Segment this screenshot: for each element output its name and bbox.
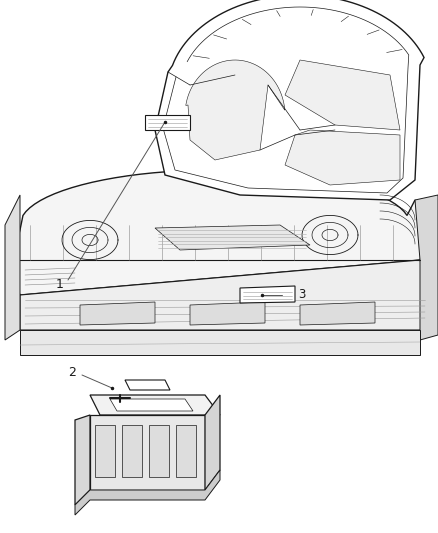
Polygon shape [5,195,20,340]
Text: 3: 3 [298,288,305,302]
Polygon shape [240,286,295,303]
Polygon shape [155,225,310,250]
Polygon shape [285,130,400,185]
Polygon shape [176,425,196,477]
Polygon shape [415,195,438,340]
Polygon shape [80,302,155,325]
Polygon shape [205,395,220,490]
Polygon shape [10,170,430,295]
Polygon shape [90,415,205,490]
Text: 1: 1 [56,279,64,292]
Polygon shape [300,302,375,325]
Polygon shape [190,302,265,325]
Polygon shape [122,425,142,477]
Polygon shape [285,60,400,130]
Polygon shape [95,425,115,477]
Polygon shape [20,260,430,330]
Polygon shape [110,399,193,411]
Polygon shape [75,470,220,515]
Polygon shape [125,380,170,390]
Polygon shape [20,330,420,355]
Polygon shape [90,395,220,415]
Polygon shape [149,425,169,477]
Polygon shape [75,415,90,505]
Text: 2: 2 [68,367,76,379]
Polygon shape [155,0,424,200]
Polygon shape [186,60,285,160]
Polygon shape [145,115,190,130]
